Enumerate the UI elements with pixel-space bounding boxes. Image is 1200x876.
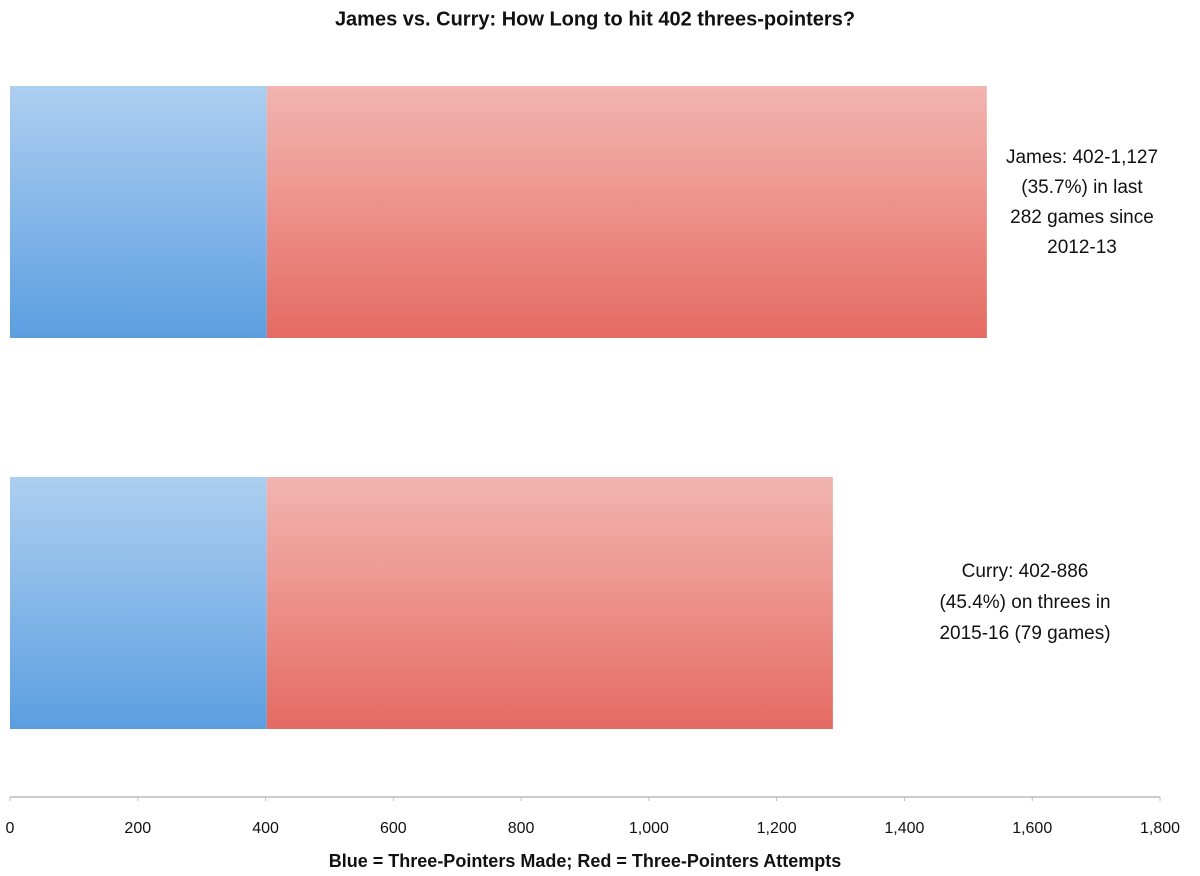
x-tick-label: 400 — [252, 820, 279, 837]
x-tick-label: 0 — [6, 820, 15, 837]
annotation: 2015-16 (79 games) — [939, 623, 1110, 644]
x-tick-label: 800 — [508, 820, 535, 837]
annotation: (45.4%) on threes in — [939, 592, 1110, 613]
annotation: James: 402-1,127 — [1006, 147, 1158, 168]
bar-segment — [10, 477, 267, 729]
annotation: 2012-13 — [1047, 237, 1117, 258]
x-tick-label: 1,800 — [1140, 820, 1180, 837]
bar-segment — [10, 86, 267, 338]
annotation: (35.7%) in last — [1021, 177, 1143, 198]
x-tick-label: 200 — [124, 820, 151, 837]
x-tick-label: 1,200 — [757, 820, 797, 837]
x-tick-label: 600 — [380, 820, 407, 837]
annotation: 282 games since — [1010, 207, 1154, 228]
chart-title: James vs. Curry: How Long to hit 402 thr… — [335, 8, 855, 30]
bar-segment — [266, 477, 833, 729]
x-tick-label: 1,400 — [884, 820, 924, 837]
bar-segment — [266, 86, 987, 338]
x-axis-label: Blue = Three-Pointers Made; Red = Three-… — [329, 851, 841, 871]
annotation: Curry: 402-886 — [962, 561, 1089, 582]
x-tick-label: 1,600 — [1012, 820, 1052, 837]
x-tick-label: 1,000 — [629, 820, 669, 837]
